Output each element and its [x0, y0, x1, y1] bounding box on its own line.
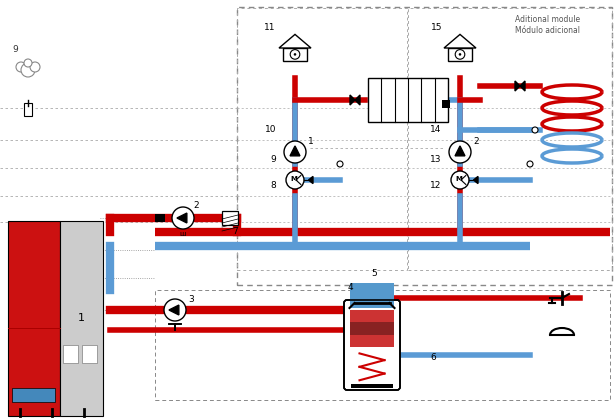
Text: 12: 12: [429, 181, 441, 189]
Circle shape: [21, 63, 35, 77]
Text: 9: 9: [12, 46, 18, 54]
Polygon shape: [455, 146, 465, 156]
Polygon shape: [474, 176, 478, 184]
Polygon shape: [177, 213, 187, 223]
Text: 5: 5: [371, 270, 377, 278]
Text: ш: ш: [180, 231, 186, 237]
Polygon shape: [515, 81, 520, 91]
Polygon shape: [350, 95, 355, 105]
Bar: [63, 345, 78, 363]
Circle shape: [532, 127, 538, 133]
Text: 15: 15: [431, 23, 442, 31]
Circle shape: [294, 53, 296, 56]
Text: 3: 3: [188, 295, 194, 303]
Text: 2: 2: [473, 137, 479, 145]
Text: 13: 13: [429, 155, 441, 165]
Text: 10: 10: [264, 125, 276, 135]
Circle shape: [451, 171, 469, 189]
Circle shape: [455, 50, 465, 59]
Circle shape: [290, 50, 300, 59]
Circle shape: [337, 161, 343, 167]
Circle shape: [286, 171, 304, 189]
Text: 8: 8: [270, 181, 276, 189]
Bar: [82, 345, 97, 363]
Bar: [157, 214, 165, 222]
Text: 9: 9: [270, 155, 276, 165]
Bar: [350, 310, 394, 347]
Polygon shape: [279, 34, 311, 48]
Text: 7: 7: [232, 227, 238, 235]
Polygon shape: [169, 305, 179, 315]
Circle shape: [30, 62, 40, 72]
Bar: [222, 211, 238, 225]
Bar: [350, 283, 394, 308]
Text: Aditional module: Aditional module: [515, 15, 580, 24]
Polygon shape: [290, 146, 300, 156]
Polygon shape: [520, 81, 525, 91]
Text: M: M: [291, 176, 298, 182]
Circle shape: [449, 141, 471, 163]
Text: 14: 14: [429, 125, 441, 135]
Circle shape: [527, 161, 533, 167]
Circle shape: [24, 59, 32, 67]
Bar: [24, 103, 32, 116]
Bar: [8, 221, 60, 415]
Bar: [12, 388, 55, 402]
Text: 2: 2: [193, 201, 198, 211]
Text: 11: 11: [264, 23, 275, 31]
Bar: [448, 48, 472, 61]
Bar: [350, 322, 394, 335]
Text: Módulo adicional: Módulo adicional: [515, 26, 580, 35]
Polygon shape: [309, 176, 313, 184]
Bar: [60, 221, 103, 415]
Bar: [368, 78, 448, 122]
Circle shape: [459, 53, 461, 56]
Bar: [155, 214, 163, 222]
Text: 1: 1: [308, 137, 314, 145]
Text: M: M: [456, 176, 463, 182]
Circle shape: [284, 141, 306, 163]
Bar: [351, 384, 393, 388]
Circle shape: [16, 62, 26, 72]
Bar: [283, 48, 307, 61]
Polygon shape: [355, 95, 360, 105]
Text: 6: 6: [430, 354, 436, 362]
Circle shape: [172, 207, 194, 229]
FancyBboxPatch shape: [344, 300, 400, 390]
Text: 4: 4: [347, 283, 353, 293]
Text: 1: 1: [78, 313, 84, 323]
Polygon shape: [444, 34, 476, 48]
Bar: [442, 100, 450, 108]
Circle shape: [164, 299, 186, 321]
